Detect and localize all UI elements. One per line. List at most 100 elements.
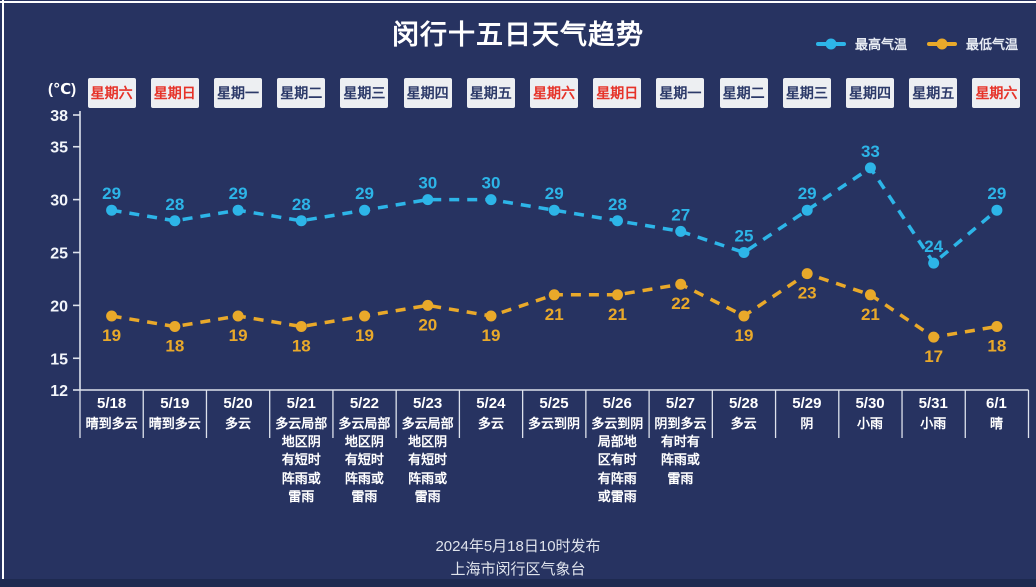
- high-temp-value-label: 30: [418, 174, 437, 193]
- low-temp-point: [864, 289, 876, 301]
- weekday-cell: 星期二: [270, 78, 333, 108]
- date-label: 5/30: [855, 395, 885, 412]
- low-temp-point: [548, 289, 560, 301]
- low-temp-value-label: 19: [355, 326, 374, 345]
- low-temp-value-label: 19: [102, 326, 121, 345]
- high-temp-value-label: 24: [924, 237, 943, 256]
- weekday-label: 星期三: [782, 78, 831, 108]
- date-label: 5/31: [918, 395, 948, 412]
- high-temp-point: [801, 204, 813, 216]
- weekday-cell: 星期四: [396, 78, 459, 108]
- weather-label: 晴: [989, 416, 1003, 431]
- date-cell: 5/22 多云局部 地区阴 有短时 阵雨或 雷雨: [333, 395, 396, 506]
- top-border-line: [0, 1, 1036, 3]
- high-temp-point: [232, 204, 244, 216]
- date-cell: 5/29 阴: [775, 395, 838, 506]
- low-temp-point: [675, 278, 687, 290]
- legend-item-high-temp[interactable]: 最高气温: [815, 34, 907, 53]
- high-temp-value-label: 29: [987, 184, 1006, 203]
- weekday-label: 星期二: [277, 78, 326, 108]
- date-cell: 5/19 晴到多云: [143, 395, 206, 506]
- low-temp-point: [106, 310, 118, 322]
- weather-label: 阴: [800, 416, 814, 431]
- date-cell: 5/31 小雨: [902, 395, 965, 506]
- low-temp-point: [295, 321, 307, 333]
- low-temp-value-label: 19: [482, 326, 501, 345]
- weekday-label: 星期一: [214, 78, 262, 108]
- weekday-cell: 星期一: [206, 78, 269, 108]
- y-axis-tick-label: 38: [50, 108, 68, 125]
- axis-lines: [79, 111, 1029, 391]
- weekday-label: 星期日: [150, 78, 199, 108]
- weekday-label: 星期五: [466, 78, 515, 108]
- page-title: 闵行十五日天气趋势: [392, 20, 644, 50]
- legend: 最高气温 最低气温: [815, 34, 1018, 53]
- weather-label: 小雨: [857, 416, 884, 431]
- weekday-label: 星期六: [972, 78, 1021, 108]
- low-temp-point: [801, 268, 813, 280]
- high-temp-point: [675, 225, 687, 237]
- y-axis-tick-label: 35: [50, 140, 68, 157]
- weekday-cell: 星期三: [775, 78, 838, 108]
- date-label: 5/29: [792, 395, 822, 412]
- low-temp-value-label: 21: [608, 305, 627, 324]
- low-temp-value-label: 18: [987, 337, 1006, 356]
- date-cell: 5/27 阴到多云 有时有 阵雨或 雷雨: [649, 395, 712, 506]
- high-temp-point: [422, 194, 434, 206]
- weekday-cell: 星期二: [712, 78, 775, 108]
- date-cell: 5/30 小雨: [838, 395, 901, 506]
- low-temp-value-label: 18: [292, 337, 311, 356]
- y-axis-tick-label: 25: [50, 246, 68, 263]
- weather-label: 阴到多云 有时有 阵雨或 雷雨: [654, 416, 707, 486]
- low-temp-point: [738, 310, 750, 322]
- weather-label: 多云: [477, 416, 504, 431]
- date-cell: 5/28 多云: [712, 395, 775, 506]
- weather-label: 多云局部 地区阴 有短时 阵雨或 雷雨: [338, 416, 391, 504]
- date-label: 5/21: [286, 395, 316, 412]
- low-temp-value-label: 23: [798, 284, 817, 303]
- date-cell: 5/21 多云局部 地区阴 有短时 阵雨或 雷雨: [270, 395, 333, 506]
- low-temp-value-label: 17: [924, 347, 943, 366]
- legend-label-low: 最低气温: [965, 37, 1018, 52]
- weather-label: 晴到多云: [85, 416, 138, 431]
- high-temp-line: [111, 165, 999, 266]
- high-temp-value-label: 29: [545, 184, 564, 203]
- date-cell: 5/20 多云: [206, 395, 269, 506]
- weather-label: 多云到阴: [528, 416, 581, 431]
- weekday-label: 星期六: [87, 78, 136, 108]
- date-label: 5/28: [729, 395, 759, 412]
- high-temp-value-label: 30: [482, 174, 501, 193]
- y-axis-tick-label: 30: [50, 193, 68, 210]
- high-temp-point: [295, 215, 307, 227]
- y-axis-tick-label: 15: [50, 351, 68, 368]
- high-temp-value-label: 29: [798, 184, 817, 203]
- date-weather-row: 5/18 晴到多云 5/19 晴到多云 5/20 多云 5/21 多云局部 地区阴 有短时 阵…: [80, 395, 1028, 506]
- high-temp-point: [106, 204, 118, 216]
- weekday-cell: 星期一: [649, 78, 712, 108]
- weekday-label: 星期二: [719, 78, 768, 108]
- low-temp-value-label: 20: [418, 315, 437, 334]
- weekday-label: 星期日: [593, 78, 642, 108]
- date-cell: 5/18 晴到多云: [80, 395, 143, 506]
- low-temp-point: [485, 310, 497, 322]
- low-temp-point: [928, 331, 940, 343]
- weekday-cell: 星期三: [333, 78, 396, 108]
- date-label: 5/26: [602, 395, 632, 412]
- date-label: 5/25: [539, 395, 569, 412]
- y-axis-unit-label: (℃): [48, 81, 77, 98]
- low-temp-value-label: 18: [165, 337, 184, 356]
- high-temp-value-label: 29: [229, 184, 248, 203]
- date-label: 5/19: [160, 395, 190, 412]
- date-label: 5/27: [665, 395, 696, 412]
- date-label: 5/23: [413, 395, 443, 412]
- high-temp-point: [359, 204, 371, 216]
- left-border-line: [2, 0, 4, 579]
- high-temp-value-label: 27: [671, 205, 690, 224]
- low-temp-point: [611, 289, 623, 301]
- high-temp-point: [928, 257, 940, 269]
- legend-item-low-temp[interactable]: 最低气温: [926, 34, 1018, 53]
- weather-label: 晴到多云: [148, 416, 201, 431]
- high-temp-value-label: 33: [861, 142, 880, 161]
- weather-label: 多云局部 地区阴 有短时 阵雨或 雷雨: [275, 416, 328, 504]
- low-temp-line-swatch: [926, 41, 957, 46]
